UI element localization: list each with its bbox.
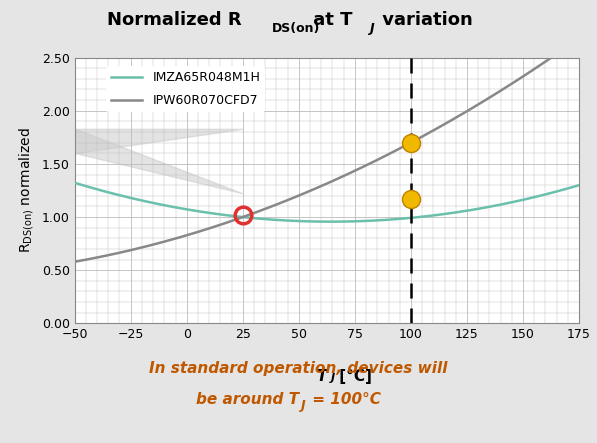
Text: T: T — [316, 369, 327, 384]
Legend: IMZA65R048M1H, IPW60R070CFD7: IMZA65R048M1H, IPW60R070CFD7 — [106, 66, 265, 113]
Text: J: J — [331, 373, 335, 383]
IPW60R070CFD7 — [344, 171, 351, 177]
IMZA65R048M1H — [485, 204, 493, 210]
Line: IPW60R070CFD7: IPW60R070CFD7 — [75, 39, 579, 262]
Line: IMZA65R048M1H: IMZA65R048M1H — [75, 183, 579, 222]
Text: be around T: be around T — [195, 392, 298, 407]
IPW60R070CFD7 — [310, 187, 318, 192]
Text: In standard operation, devices will: In standard operation, devices will — [149, 361, 448, 376]
Text: = 100°C: = 100°C — [307, 392, 381, 407]
IMZA65R048M1H — [345, 219, 352, 224]
Text: [°C]: [°C] — [334, 369, 373, 384]
Text: DS(on): DS(on) — [272, 23, 320, 35]
IPW60R070CFD7 — [576, 36, 583, 41]
Text: variation: variation — [376, 11, 473, 29]
IMZA65R048M1H — [564, 186, 571, 191]
Text: at T: at T — [307, 11, 353, 29]
Polygon shape — [75, 129, 243, 194]
IPW60R070CFD7 — [564, 44, 571, 50]
IPW60R070CFD7 — [71, 259, 78, 264]
IPW60R070CFD7 — [313, 185, 321, 190]
Y-axis label: R$_{\mathregular{DS(on)}}$ normalized: R$_{\mathregular{DS(on)}}$ normalized — [17, 128, 36, 253]
IMZA65R048M1H — [576, 183, 583, 188]
IMZA65R048M1H — [71, 180, 78, 186]
IMZA65R048M1H — [327, 219, 334, 224]
Text: Normalized R: Normalized R — [107, 11, 242, 29]
IPW60R070CFD7 — [371, 159, 378, 164]
IMZA65R048M1H — [373, 218, 380, 223]
IPW60R070CFD7 — [485, 96, 492, 101]
IMZA65R048M1H — [313, 219, 321, 224]
IMZA65R048M1H — [310, 219, 318, 224]
Text: J: J — [300, 399, 304, 412]
Text: J: J — [369, 23, 374, 35]
